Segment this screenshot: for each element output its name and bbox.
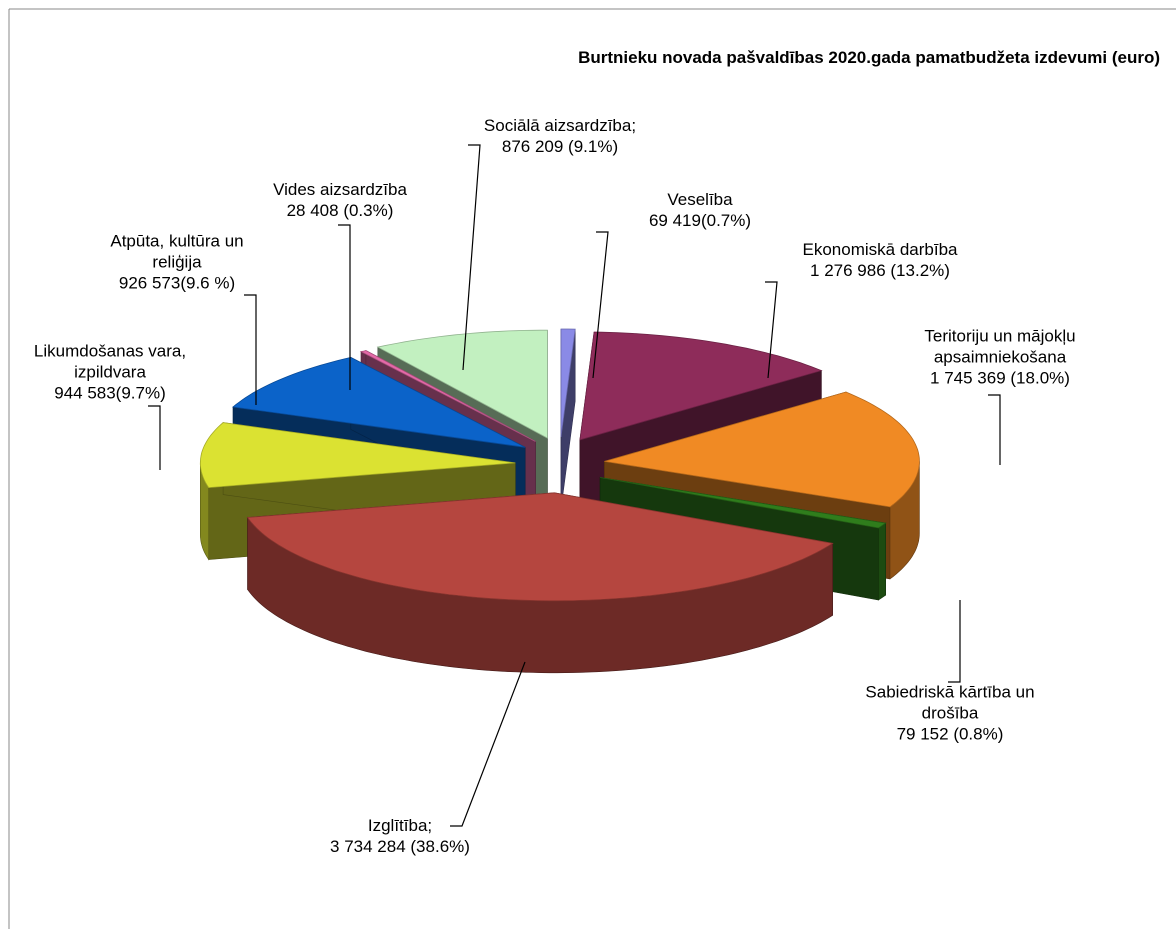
data-label: Vides aizsardzība 28 408 (0.3%) xyxy=(240,179,440,221)
category-label: Vides aizsardzība xyxy=(273,180,407,199)
leader-line xyxy=(988,394,1001,465)
slice xyxy=(579,331,823,441)
slice xyxy=(560,328,576,438)
slice-side xyxy=(878,522,886,601)
leader-line xyxy=(592,231,609,379)
leader-line xyxy=(338,224,351,390)
value-label: 3 734 284 (38.6%) xyxy=(330,837,470,856)
value-label: 28 408 (0.3%) xyxy=(286,201,394,220)
slice xyxy=(359,350,536,442)
value-label: 79 152 (0.8%) xyxy=(896,724,1004,744)
value-label: 1 745 369 (18.0%) xyxy=(930,368,1070,388)
slice xyxy=(604,391,920,508)
value-label: 944 583(9.7%) xyxy=(54,383,166,403)
value-label: 1 276 986 (13.2%) xyxy=(810,261,950,280)
value-label: 69 419(0.7%) xyxy=(648,211,752,230)
leader-line xyxy=(148,405,161,470)
value-label: 926 573(9.6 %) xyxy=(118,273,236,293)
data-label: Sabiedriskā kārtība un drošība 79 152 (0.… xyxy=(855,682,1045,745)
leader-line xyxy=(450,661,526,827)
data-label: Veselība 69 419(0.7%) xyxy=(600,189,800,231)
chart-title: Burtnieku novada pašvaldības 2020.gada p… xyxy=(578,48,1160,67)
slice xyxy=(376,329,548,439)
data-label: Likumdošanas vara, izpildvara 944 583(9.7… xyxy=(20,341,200,404)
category-label: Sabiedriskā kārtība un drošība xyxy=(865,682,1035,723)
leader-line xyxy=(765,281,778,379)
data-label: Sociālā aizsardzība; 876 209 (9.1%) xyxy=(450,115,670,157)
slice xyxy=(232,356,526,448)
data-label: Izglītība; 3 734 284 (38.6%) xyxy=(290,815,510,857)
category-label: Atpūta, kultūra un reliģija xyxy=(110,231,244,272)
category-label: Izglītība; xyxy=(367,816,433,835)
leader-line xyxy=(244,294,257,405)
data-label: Ekonomiskā darbība 1 276 986 (13.2%) xyxy=(770,239,990,281)
category-label: Likumdošanas vara, izpildvara xyxy=(33,341,187,382)
category-label: Sociālā aizsardzība; xyxy=(483,116,637,135)
data-label: Teritoriju un mājokļu apsaimniekošana 1 7… xyxy=(885,326,1115,389)
leader-line xyxy=(948,600,961,683)
slice xyxy=(199,422,516,489)
category-label: Veselība xyxy=(667,190,733,209)
leader-line xyxy=(462,144,481,371)
value-label: 876 209 (9.1%) xyxy=(501,137,619,156)
category-label: Teritoriju un mājokļu apsaimniekošana xyxy=(924,326,1076,367)
data-label: Atpūta, kultūra un reliģija 926 573(9.6 %… xyxy=(87,231,267,294)
slice xyxy=(246,492,834,602)
category-label: Ekonomiskā darbība xyxy=(802,240,958,259)
slice xyxy=(600,477,887,529)
